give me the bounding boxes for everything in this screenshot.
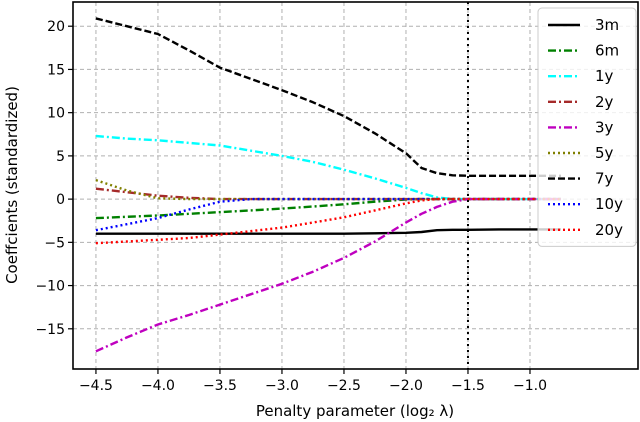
x-tick-label: −1.5 bbox=[451, 378, 485, 394]
legend-label-20y: 20y bbox=[595, 221, 623, 239]
x-axis-ticks: −4.5 −4.0 −3.5 −3.0 −2.5 −2.0 −1.5 −1.0 bbox=[79, 369, 547, 394]
y-tick-label: −5 bbox=[44, 235, 65, 251]
y-tick-label: 10 bbox=[47, 106, 65, 122]
legend-label-3m: 3m bbox=[595, 16, 619, 34]
series-line-3m bbox=[95, 228, 561, 235]
legend-label-6m: 6m bbox=[595, 42, 619, 60]
y-tick-label: 20 bbox=[47, 19, 65, 35]
legend-label-5y: 5y bbox=[595, 144, 614, 162]
series-lines bbox=[95, 17, 561, 353]
x-tick-label: −4.0 bbox=[141, 378, 175, 394]
x-tick-label: −3.0 bbox=[265, 378, 299, 394]
y-axis-label: Coeffcients (standardized) bbox=[3, 86, 21, 284]
x-tick-label: −4.5 bbox=[79, 378, 113, 394]
y-tick-label: −10 bbox=[35, 279, 65, 295]
legend-label-10y: 10y bbox=[595, 195, 623, 213]
x-tick-label: −3.5 bbox=[203, 378, 237, 394]
x-axis-label: Penalty parameter (log₂ λ) bbox=[256, 402, 454, 420]
y-axis-ticks: 20 15 10 5 0 −5 −10 −15 bbox=[35, 19, 73, 338]
legend-label-7y: 7y bbox=[595, 170, 614, 188]
series-line-1y bbox=[95, 134, 561, 201]
legend-label-1y: 1y bbox=[595, 67, 614, 85]
y-tick-label: 15 bbox=[47, 62, 65, 78]
x-tick-label: −2.0 bbox=[389, 378, 423, 394]
y-tick-label: 5 bbox=[56, 149, 65, 165]
y-tick-label: −15 bbox=[35, 322, 65, 338]
series-line-5y bbox=[95, 178, 561, 201]
plot-frame bbox=[72, 1, 639, 370]
series-line-20y bbox=[95, 197, 561, 245]
y-tick-label: 0 bbox=[56, 192, 65, 208]
legend: 3m 6m 1y 2y 3y 5y 7y 10y 20y bbox=[537, 7, 637, 247]
legend-label-3y: 3y bbox=[595, 118, 614, 136]
series-line-7y bbox=[95, 17, 561, 178]
legend-box bbox=[537, 7, 637, 247]
series-line-2y bbox=[95, 187, 561, 201]
x-tick-label: −2.5 bbox=[327, 378, 361, 394]
x-tick-label: −1.0 bbox=[513, 378, 547, 394]
legend-label-2y: 2y bbox=[595, 93, 614, 111]
